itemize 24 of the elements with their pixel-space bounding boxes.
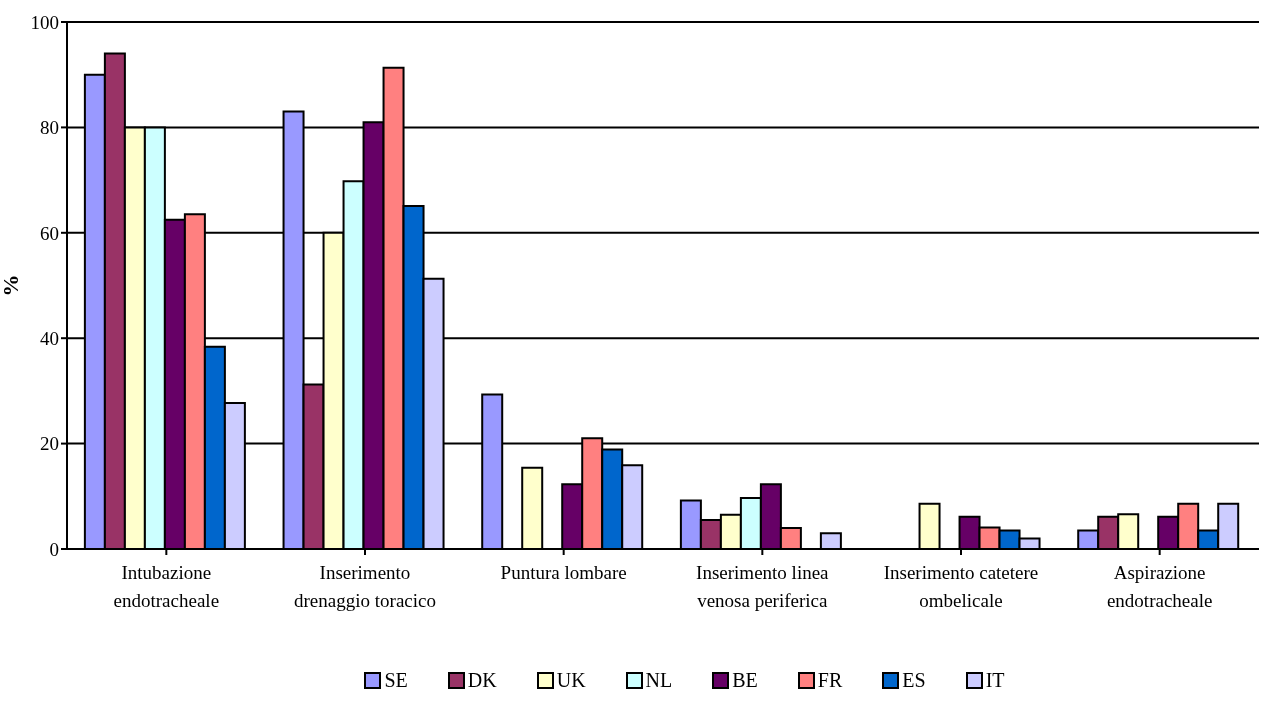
y-tick-label: 40	[40, 327, 59, 349]
y-tick-label: 80	[40, 117, 59, 139]
y-axis-title: %	[0, 274, 23, 297]
x-tick-label: Inserimento linea venosa periferica	[696, 562, 830, 611]
legend-label: ES	[902, 669, 926, 692]
bar	[819, 532, 842, 549]
y-tick-label: 100	[30, 11, 59, 33]
x-tick-label: Aspirazione endotracheale	[1106, 562, 1213, 611]
legend-label: UK	[556, 669, 586, 692]
bar	[521, 466, 544, 549]
x-tick-label: Inserimento catetere ombelicale	[883, 562, 1039, 611]
y-tick-label: 0	[49, 538, 59, 560]
y-tick-label: 60	[40, 222, 59, 244]
legend-label: FR	[817, 669, 843, 692]
legend-label: DK	[467, 669, 497, 692]
legend-label: NL	[645, 669, 673, 692]
x-tick-label: Intubazione endotracheale	[113, 562, 220, 611]
x-tick-label: Inserimento drenaggio toracico	[294, 562, 436, 611]
legend-label: IT	[985, 669, 1005, 692]
y-tick-label: 20	[40, 433, 59, 455]
bar	[918, 502, 941, 549]
legend-label: SE	[384, 669, 408, 692]
x-tick-label: Puntura lombare	[500, 562, 627, 583]
legend-label: BE	[732, 669, 758, 692]
